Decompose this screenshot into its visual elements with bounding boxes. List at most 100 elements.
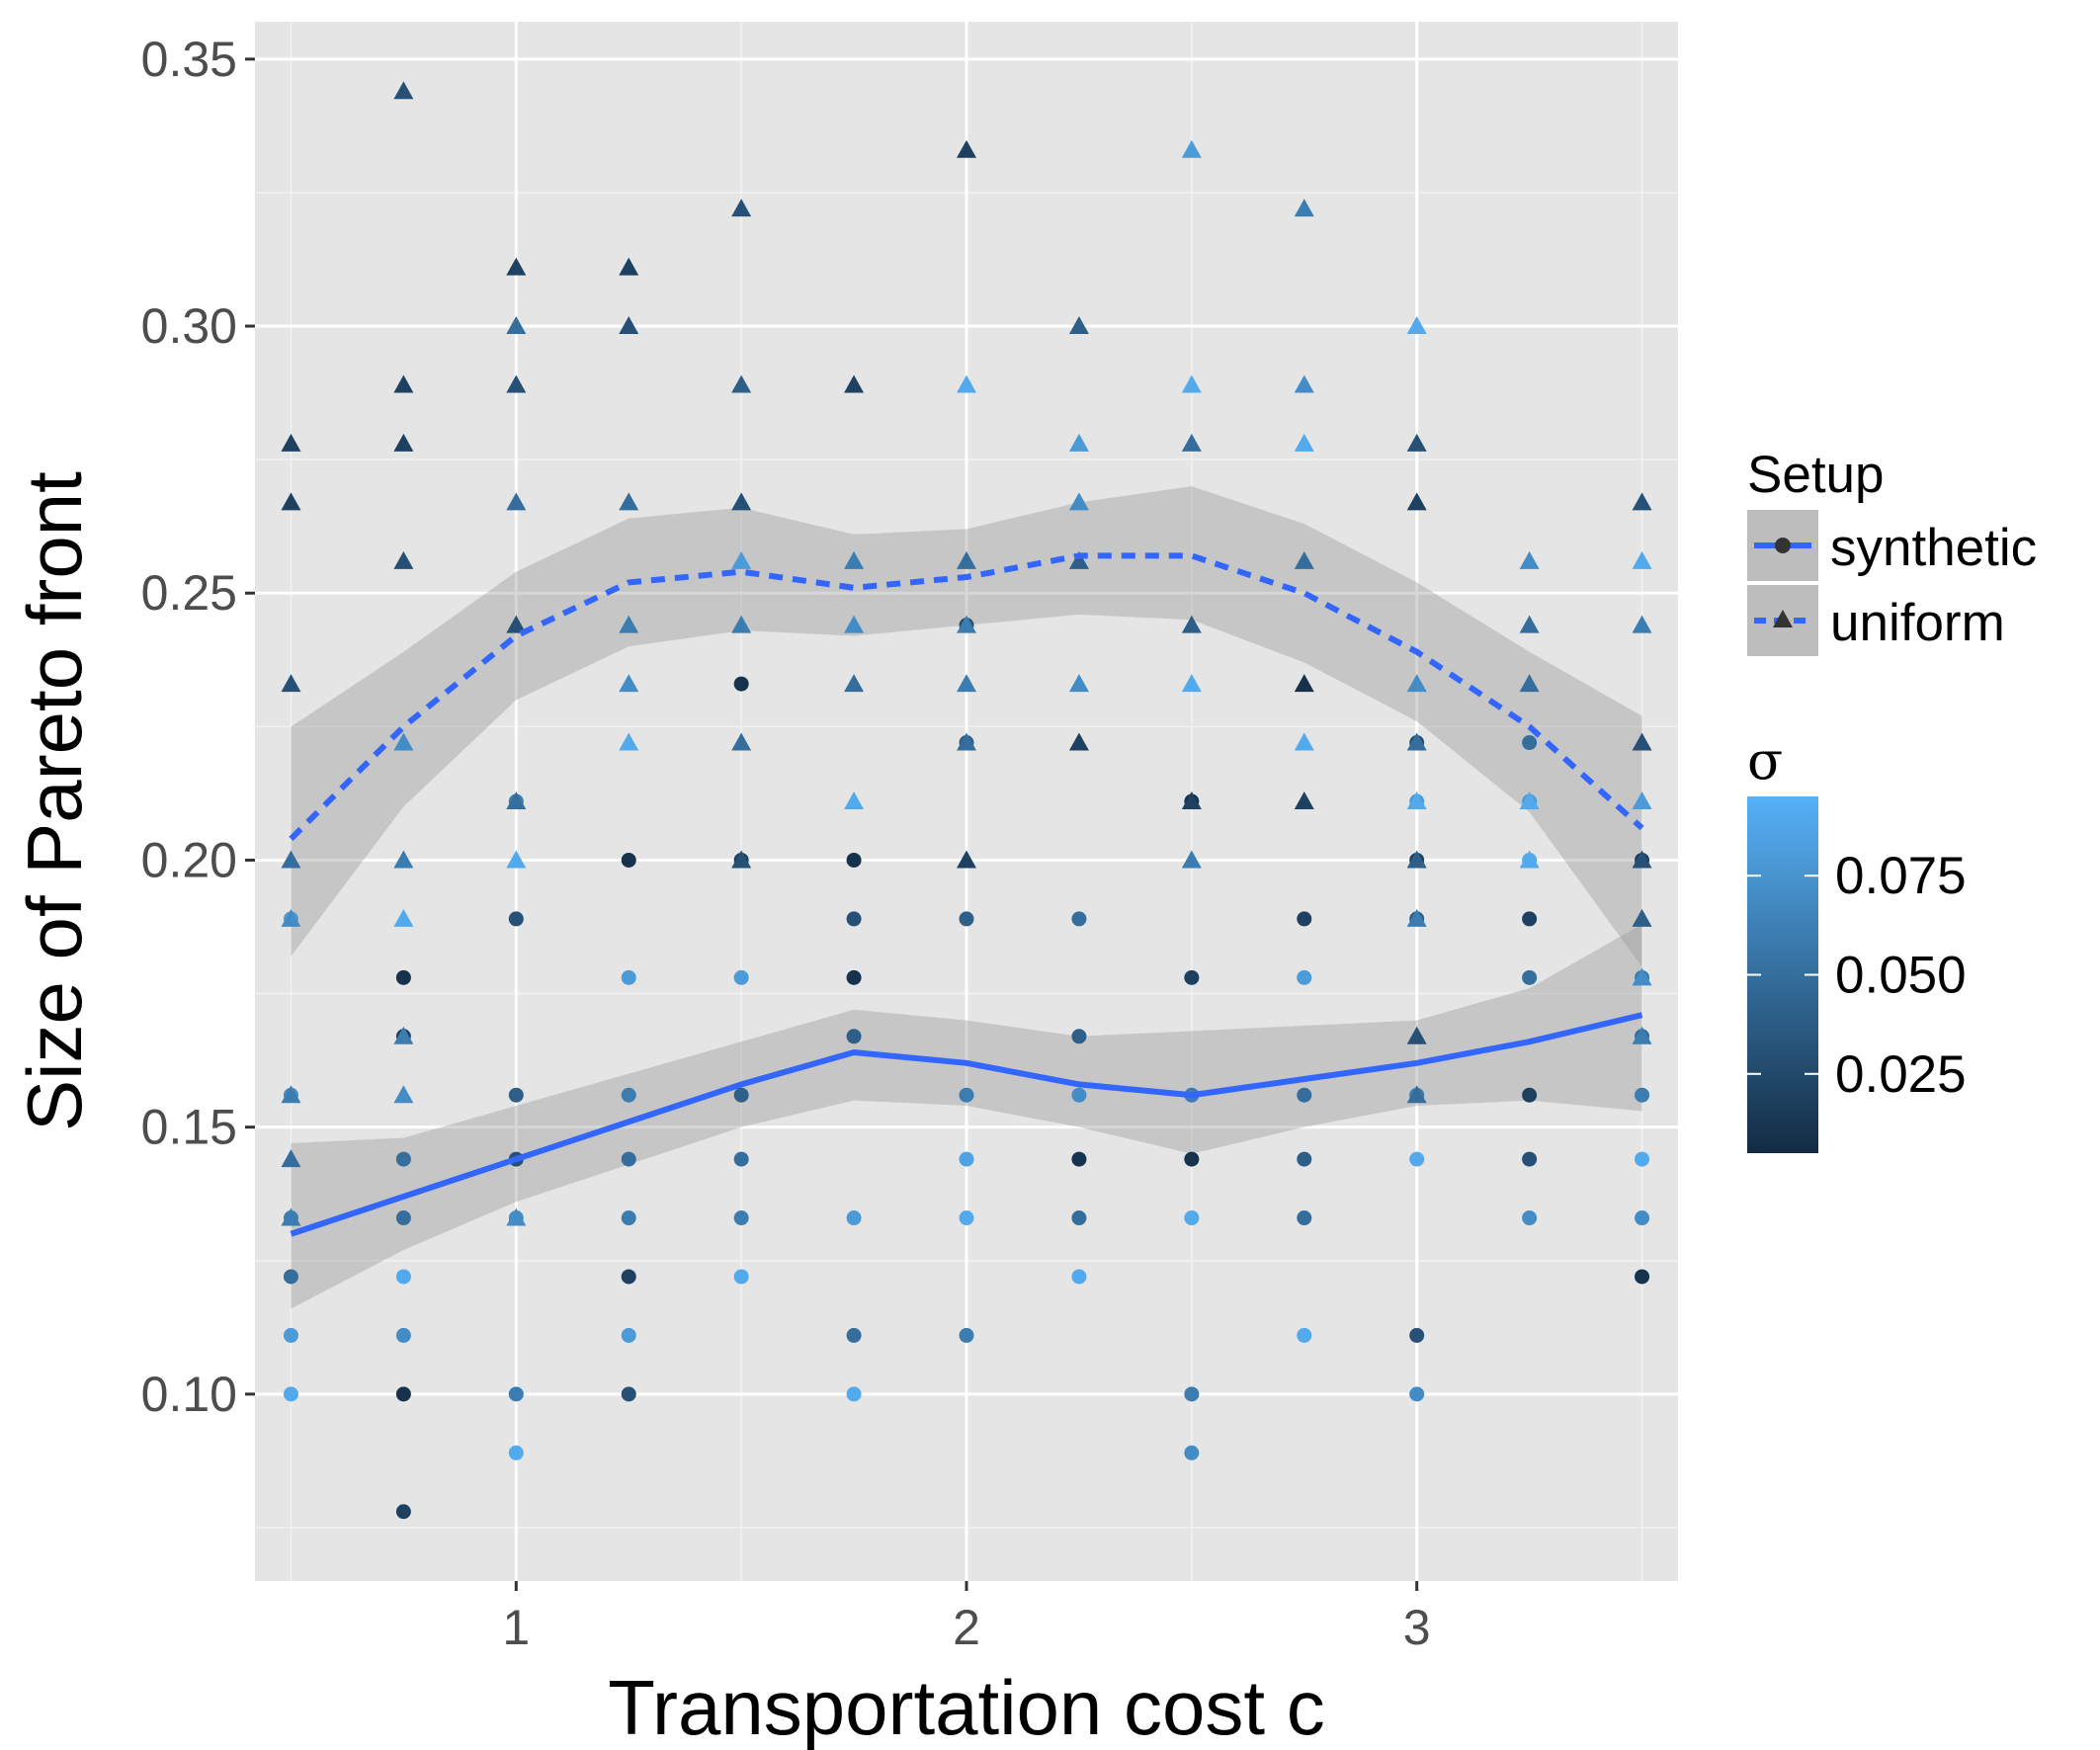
uniform-point [731,732,752,751]
uniform-point [1519,615,1540,633]
synthetic-point [621,852,636,868]
uniform-point [844,550,865,569]
synthetic-point [283,1386,298,1402]
synthetic-point [733,1210,749,1226]
synthetic-point [283,1269,298,1285]
uniform-point [1406,674,1427,693]
y-tick-label: 0.20 [141,832,237,887]
legend-label-synthetic: synthetic [1830,519,2037,577]
uniform-point [1632,1026,1652,1044]
synthetic-point [1297,969,1312,985]
uniform-point [393,908,414,927]
synthetic-smooth-line [290,1012,1643,1237]
uniform-point [844,674,865,693]
synthetic-point [846,852,862,868]
colorbar-tick-label: 0.050 [1835,947,1967,1005]
uniform-smooth-line [289,552,1644,841]
synthetic-point [1184,1210,1200,1226]
synthetic-point [395,1386,411,1402]
synthetic-point [395,1504,411,1520]
uniform-point [1519,850,1540,869]
uniform-point [1519,674,1540,693]
y-axis-title: Size of Pareto front [11,471,98,1131]
uniform-point [506,492,527,511]
synthetic-point [1184,969,1200,985]
uniform-point [1181,433,1202,452]
uniform-point [619,732,639,751]
uniform-point [619,257,639,276]
uniform-point [281,492,301,511]
synthetic-point [621,1087,636,1103]
synthetic-point [1071,1151,1087,1167]
synthetic-point [1297,1087,1312,1103]
synthetic-point [846,1327,862,1343]
uniform-point [1519,550,1540,569]
synthetic-point [1071,1269,1087,1285]
uniform-point [281,433,301,452]
synthetic-point [508,911,524,927]
synthetic-point [395,969,411,985]
synthetic-point [621,1151,636,1167]
uniform-point [1406,732,1427,751]
uniform-point [957,550,976,569]
setup-legend-title: Setup [1747,446,1885,504]
uniform-point [844,615,865,633]
synthetic-point [1297,911,1312,927]
uniform-point [393,850,414,869]
colorbar-ticks: 0.025 0.050 0.075 [1747,847,1967,1104]
uniform-point [281,850,301,869]
synthetic-point [395,1327,411,1343]
synthetic-point [733,1269,749,1285]
synthetic-point [283,1327,298,1343]
uniform-point [1294,199,1314,217]
tick-labels: 0.10 0.15 0.20 0.25 0.30 0.35 1 2 3 [141,32,1431,1655]
uniform-point [393,81,414,100]
uniform-point [1632,492,1652,511]
uniform-point [281,908,301,927]
uniform-point [1406,433,1427,452]
uniform-point [1406,492,1427,511]
synthetic-point [733,969,749,985]
uniform-point [393,433,414,452]
uniform-point [619,492,639,511]
uniform-point [957,615,976,633]
uniform-point [506,850,527,869]
sigma-colorbar-legend: σ 0.025 0.050 0.075 [1747,731,1967,1153]
synthetic-point [959,911,974,927]
synthetic-point [621,1210,636,1226]
uniform-point [281,1149,301,1168]
uniform-point [619,615,639,633]
y-tick-label: 0.15 [141,1100,237,1155]
y-tick-label: 0.25 [141,565,237,621]
uniform-point [619,674,639,693]
uniform-point [393,732,414,751]
synthetic-point [1071,911,1087,927]
x-tick-label: 2 [953,1600,980,1655]
uniform-point [506,316,527,335]
uniform-point [1068,433,1089,452]
synthetic-point [1297,1327,1312,1343]
setup-legend: Setup synthetic uniform [1747,446,2037,656]
uniform-point [1632,967,1652,986]
synthetic-point [733,676,749,692]
synthetic-point [1071,1210,1087,1226]
synthetic-point [1522,969,1538,985]
synthetic-point [1409,1327,1425,1343]
uniform-point [1181,615,1202,633]
uniform-point [957,850,976,869]
synthetic-point [1522,911,1538,927]
x-axis-title: Transportation cost c [608,1664,1324,1750]
synthetic-confidence-ribbon [291,924,1642,1309]
synthetic-point [1635,1087,1650,1103]
uniform-point [1181,674,1202,693]
uniform-point [393,550,414,569]
axis-ticks [245,57,1419,1591]
uniform-point [506,375,527,393]
uniform-point [957,375,976,393]
uniform-point [281,674,301,693]
synthetic-point [1522,1151,1538,1167]
synthetic-point [621,1269,636,1285]
legend-key-synthetic-marker [1775,538,1791,553]
synthetic-point [395,1210,411,1226]
colorbar-tick-label: 0.025 [1835,1045,1967,1104]
